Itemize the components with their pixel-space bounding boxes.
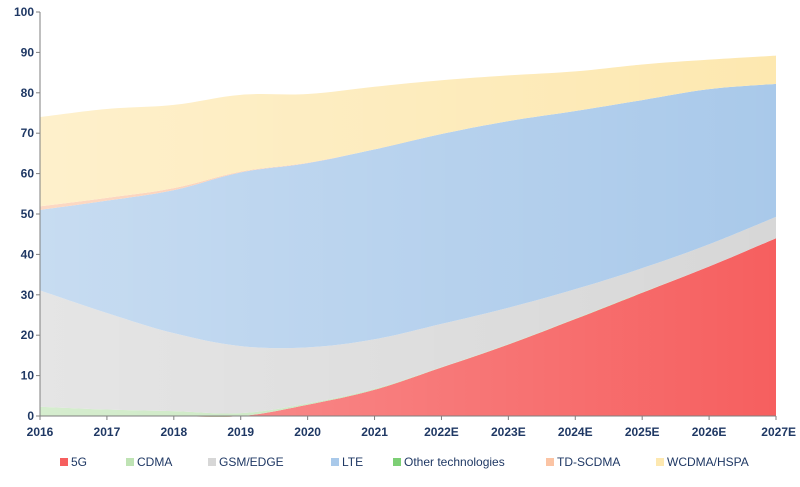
y-tick-label: 10 [21,369,35,383]
legend-item-other-technologies: Other technologies [393,455,505,469]
legend-swatch [393,458,401,466]
x-tick-label: 2026E [692,425,727,439]
legend-swatch [331,458,339,466]
y-tick-label: 60 [21,167,35,181]
y-tick-label: 0 [27,409,34,423]
y-tick-label: 100 [14,5,34,19]
y-tick-label: 70 [21,126,35,140]
y-tick-label: 20 [21,328,35,342]
legend-swatch [60,458,68,466]
legend-label: Other technologies [404,455,505,469]
y-tick-label: 40 [21,247,35,261]
x-tick-label: 2025E [625,425,660,439]
x-tick-label: 2020 [294,425,321,439]
x-tick-label: 2022E [424,425,459,439]
x-tick-label: 2017 [94,425,121,439]
legend-swatch [656,458,664,466]
legend-swatch [546,458,554,466]
y-tick-label: 80 [21,86,35,100]
legend-label: LTE [342,455,363,469]
axes-layer: 0 10 20 30 40 50 60 70 80 90 100 2016 2017 2018 2019 20… [14,5,796,439]
x-tick-label: 2024E [558,425,593,439]
legend-item-td-scdma: TD-SCDMA [546,455,620,469]
legend-item-cdma: CDMA [126,455,172,469]
areas-layer [40,12,776,417]
legend-swatch [126,458,134,466]
legend-item-5g: 5G [60,455,87,469]
y-tick-label: 90 [21,45,35,59]
legend-item-wcdma-hspa: WCDMA/HSPA [656,455,749,469]
legend-swatch [208,458,216,466]
x-tick-label: 2016 [27,425,54,439]
legend-label: TD-SCDMA [557,455,620,469]
legend: 5G CDMA GSM/EDGE LTE Other technologies TD-SC… [60,455,749,469]
legend-label: CDMA [137,455,172,469]
legend-label: WCDMA/HSPA [667,455,749,469]
x-tick-label: 2019 [227,425,254,439]
legend-item-lte: LTE [331,455,363,469]
y-tick-label: 50 [21,207,35,221]
legend-label: 5G [71,455,87,469]
x-tick-label: 2021 [361,425,388,439]
legend-label: GSM/EDGE [219,455,284,469]
x-tick-label: 2018 [160,425,187,439]
x-tick-label: 2027E [761,425,796,439]
legend-item-gsm-edge: GSM/EDGE [208,455,284,469]
area-sheen [40,12,776,416]
y-tick-label: 30 [21,288,35,302]
x-tick-label: 2023E [491,425,526,439]
